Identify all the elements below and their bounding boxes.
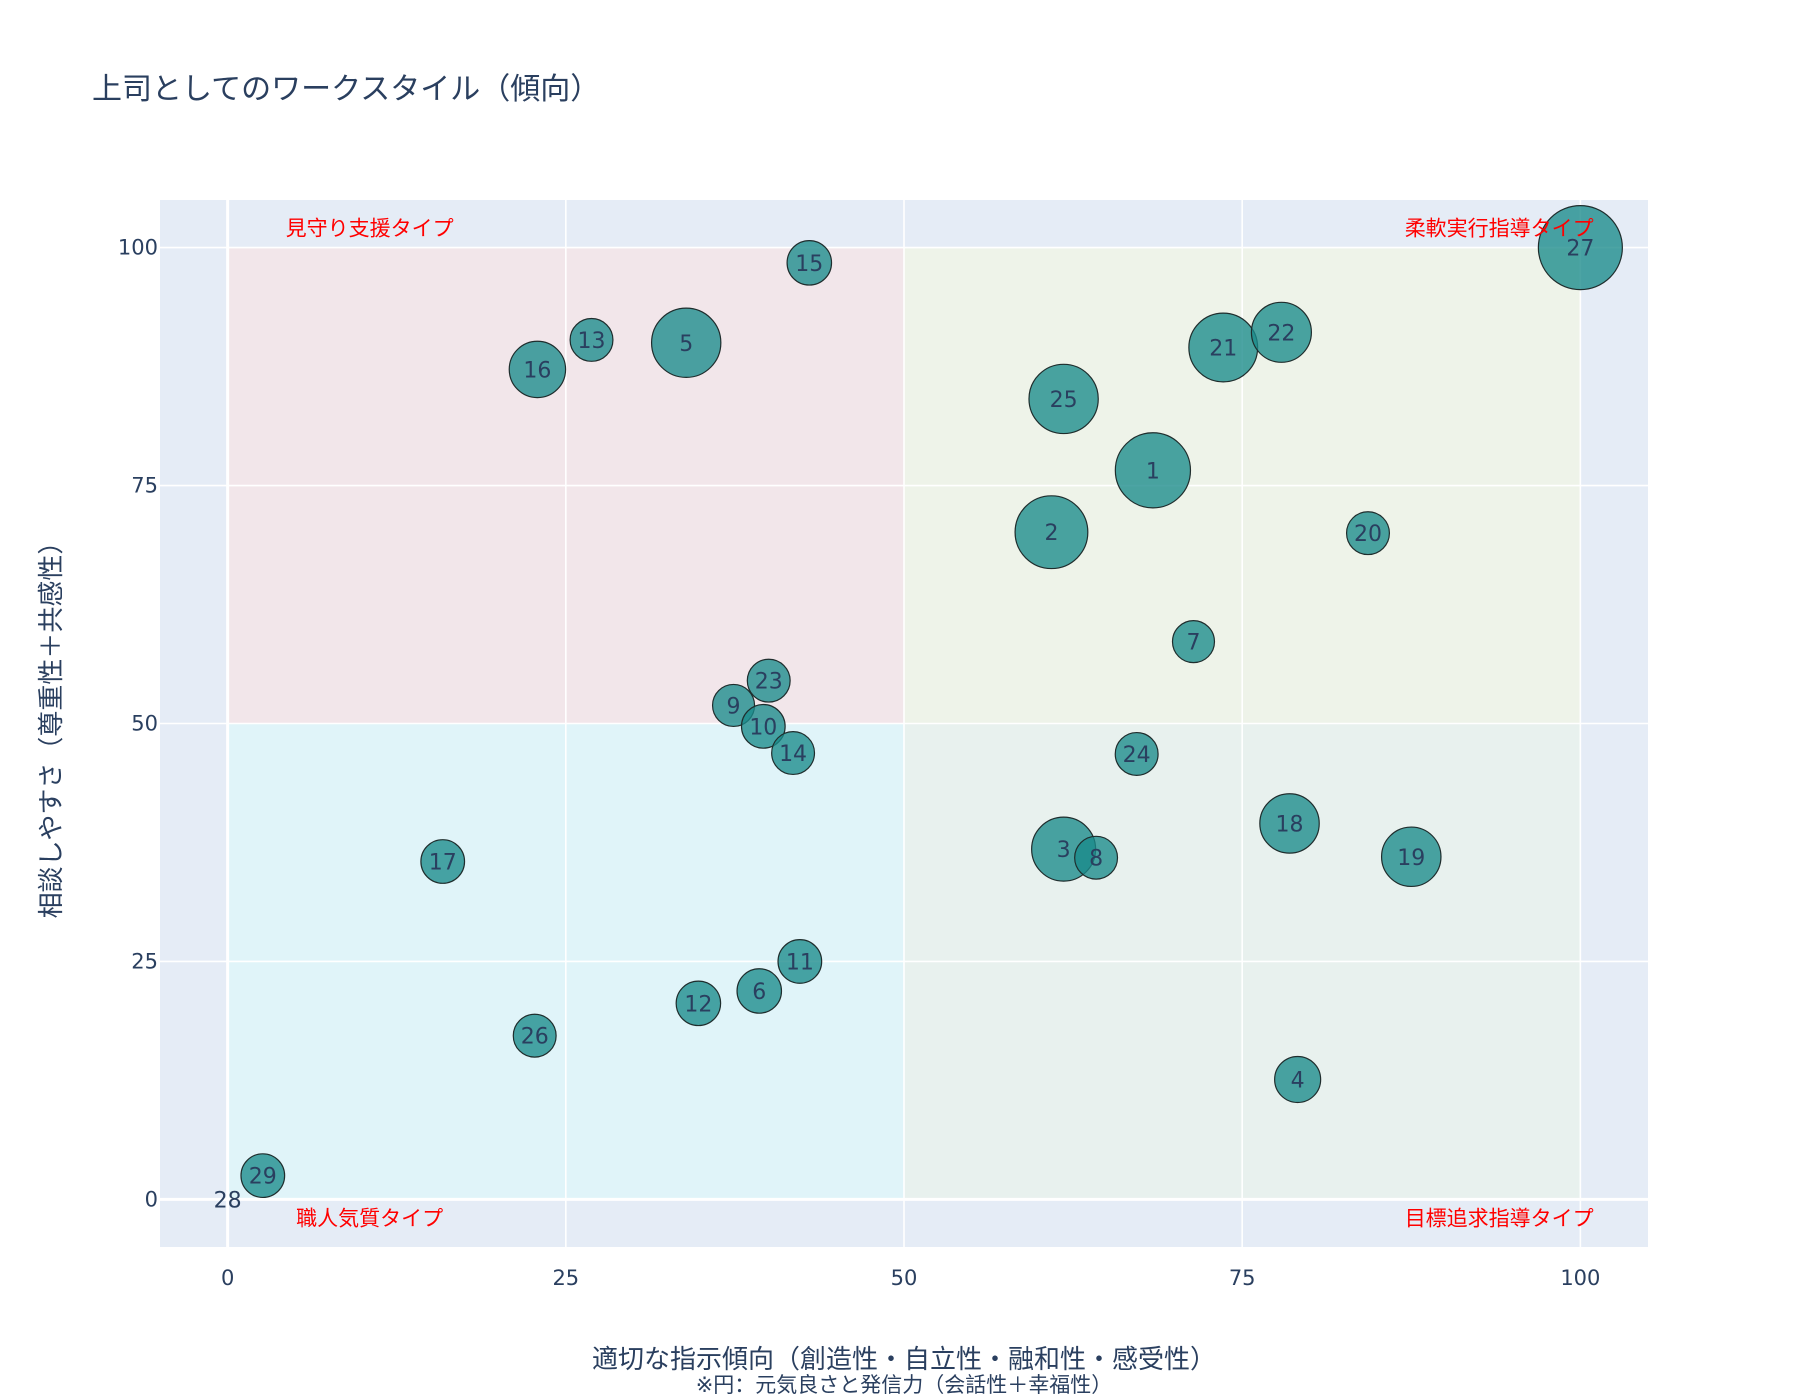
bubble-layer <box>240 204 1623 1199</box>
bubble-label: 18 <box>1276 812 1304 837</box>
x-tick-label: 75 <box>1229 1266 1256 1290</box>
bubble-point <box>786 239 833 286</box>
x-tick-label: 100 <box>1560 1266 1600 1290</box>
bubble-label: 14 <box>779 742 807 767</box>
bubble-label: 29 <box>249 1165 277 1190</box>
bubble-point <box>675 980 722 1027</box>
bubble-point <box>650 307 722 379</box>
bubble-label: 1 <box>1146 459 1160 484</box>
x-axis-note: ※円：元気良さと発信力（会話性＋幸福性） <box>696 1373 1113 1397</box>
bubble-label: 21 <box>1209 337 1237 362</box>
bubble-label: 13 <box>578 329 606 354</box>
bubble-label-layer: 1234567891011121314151617181920212223242… <box>214 237 1595 1214</box>
bubble-label: 12 <box>684 992 712 1017</box>
bubble-label: 10 <box>749 715 777 740</box>
bubble-label: 17 <box>429 851 457 876</box>
quadrant-label: 目標追求指導タイプ <box>1405 1206 1594 1230</box>
y-tick-label: 50 <box>131 712 158 736</box>
bubble-label: 24 <box>1123 743 1151 768</box>
bubble-point <box>1114 731 1159 776</box>
bubble-label: 20 <box>1354 522 1382 547</box>
bubble-label: 26 <box>521 1025 549 1050</box>
bubble-label: 3 <box>1057 838 1071 863</box>
bubble-point <box>740 703 786 749</box>
quadrant-label: 職人気質タイプ <box>296 1206 443 1230</box>
bubble-point <box>1114 432 1192 509</box>
chart-title: 上司としてのワークスタイル（傾向） <box>92 72 601 107</box>
x-axis-title: 適切な指示傾向（創造性・自立性・融和性・感受性） <box>592 1345 1216 1375</box>
bubble-point <box>1250 301 1313 363</box>
x-tick-label: 0 <box>221 1266 234 1290</box>
bubble-point <box>512 1013 557 1058</box>
bubble-point <box>240 1153 286 1199</box>
bubble-point <box>1345 511 1391 556</box>
bubble-point <box>1171 620 1216 664</box>
bubble-label: 2 <box>1044 521 1058 546</box>
bubble-label: 23 <box>755 670 783 695</box>
bubble-point <box>1014 495 1089 570</box>
bubble-point <box>1074 835 1119 880</box>
bubble-label: 5 <box>679 332 693 357</box>
bubble-point <box>420 839 466 884</box>
point-label: 28 <box>214 1188 242 1213</box>
x-tick-label: 25 <box>552 1266 579 1290</box>
quadrant-label: 見守り支援タイプ <box>286 217 454 241</box>
y-tick-label: 75 <box>131 474 158 498</box>
bubble-point <box>1028 363 1099 435</box>
quadrant-label: 柔軟実行指導タイプ <box>1405 217 1594 241</box>
bubble-point <box>746 658 791 703</box>
bubble-label: 7 <box>1186 631 1200 656</box>
bubble-label: 15 <box>795 252 823 277</box>
y-tick-label: 0 <box>145 1187 158 1211</box>
bubble-label: 6 <box>752 980 766 1005</box>
bubble-label: 19 <box>1397 846 1425 871</box>
bubble-point <box>508 340 567 399</box>
y-tick-label: 100 <box>118 236 158 260</box>
x-tick-label: 50 <box>891 1266 918 1290</box>
bubble-point <box>1537 204 1623 291</box>
bubble-label: 8 <box>1089 847 1103 872</box>
bubble-point <box>777 939 823 984</box>
bubble-point <box>1274 1055 1322 1104</box>
bubble-label: 16 <box>523 358 551 383</box>
bubble-point <box>1380 826 1442 888</box>
bubble-point <box>736 968 783 1014</box>
y-axis-title: 相談しやすさ（尊重性＋共感性） <box>37 529 67 919</box>
bubble-label: 9 <box>727 694 741 719</box>
bubble-label: 4 <box>1291 1068 1305 1093</box>
bubble-point <box>1259 793 1320 854</box>
bubble-label: 11 <box>786 950 814 975</box>
bubble-label: 27 <box>1566 237 1594 262</box>
grid-layer <box>160 200 1648 1247</box>
bubble-point <box>569 317 614 362</box>
y-tick-label: 25 <box>131 949 158 973</box>
bubble-label: 25 <box>1050 388 1078 413</box>
bubble-label: 22 <box>1267 321 1295 346</box>
bubble-point <box>771 730 816 776</box>
